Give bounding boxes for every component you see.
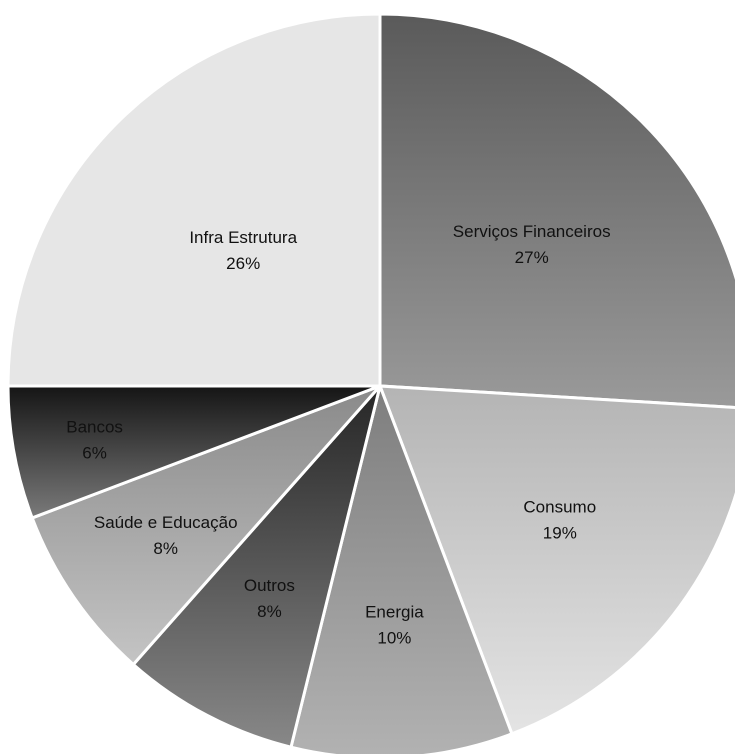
pie-slice-servi-os-financeiros — [378, 12, 735, 409]
pie-slice-energia — [289, 384, 514, 754]
slice-label-value: 19% — [543, 523, 577, 542]
slice-label-name: Energia — [365, 603, 424, 622]
pie-slice-infra-estrutura — [6, 12, 382, 388]
slice-label-value: 8% — [153, 539, 178, 558]
pie-slice-consumo — [378, 384, 735, 736]
pie-slices — [6, 12, 735, 754]
slice-label-value: 27% — [515, 248, 549, 267]
slice-label-value: 8% — [257, 602, 282, 621]
pie-slice-bancos — [6, 384, 382, 520]
slice-label-value: 6% — [82, 443, 107, 462]
slice-label-name: Infra Estrutura — [189, 228, 297, 247]
slice-label-name: Bancos — [66, 417, 123, 436]
slice-label-value: 10% — [377, 629, 411, 648]
pie-slice-sa-de-e-educa-o — [30, 384, 382, 666]
slice-label-name: Saúde e Educação — [94, 513, 238, 532]
slice-label-name: Serviços Financeiros — [453, 222, 611, 241]
slice-label-name: Consumo — [523, 497, 596, 516]
pie-slice-outros — [131, 384, 382, 749]
slice-label-name: Outros — [244, 576, 295, 595]
pie-labels: Serviços Financeiros 27% Consumo 19% Energia… — [66, 222, 610, 647]
slice-label-value: 26% — [226, 254, 260, 273]
